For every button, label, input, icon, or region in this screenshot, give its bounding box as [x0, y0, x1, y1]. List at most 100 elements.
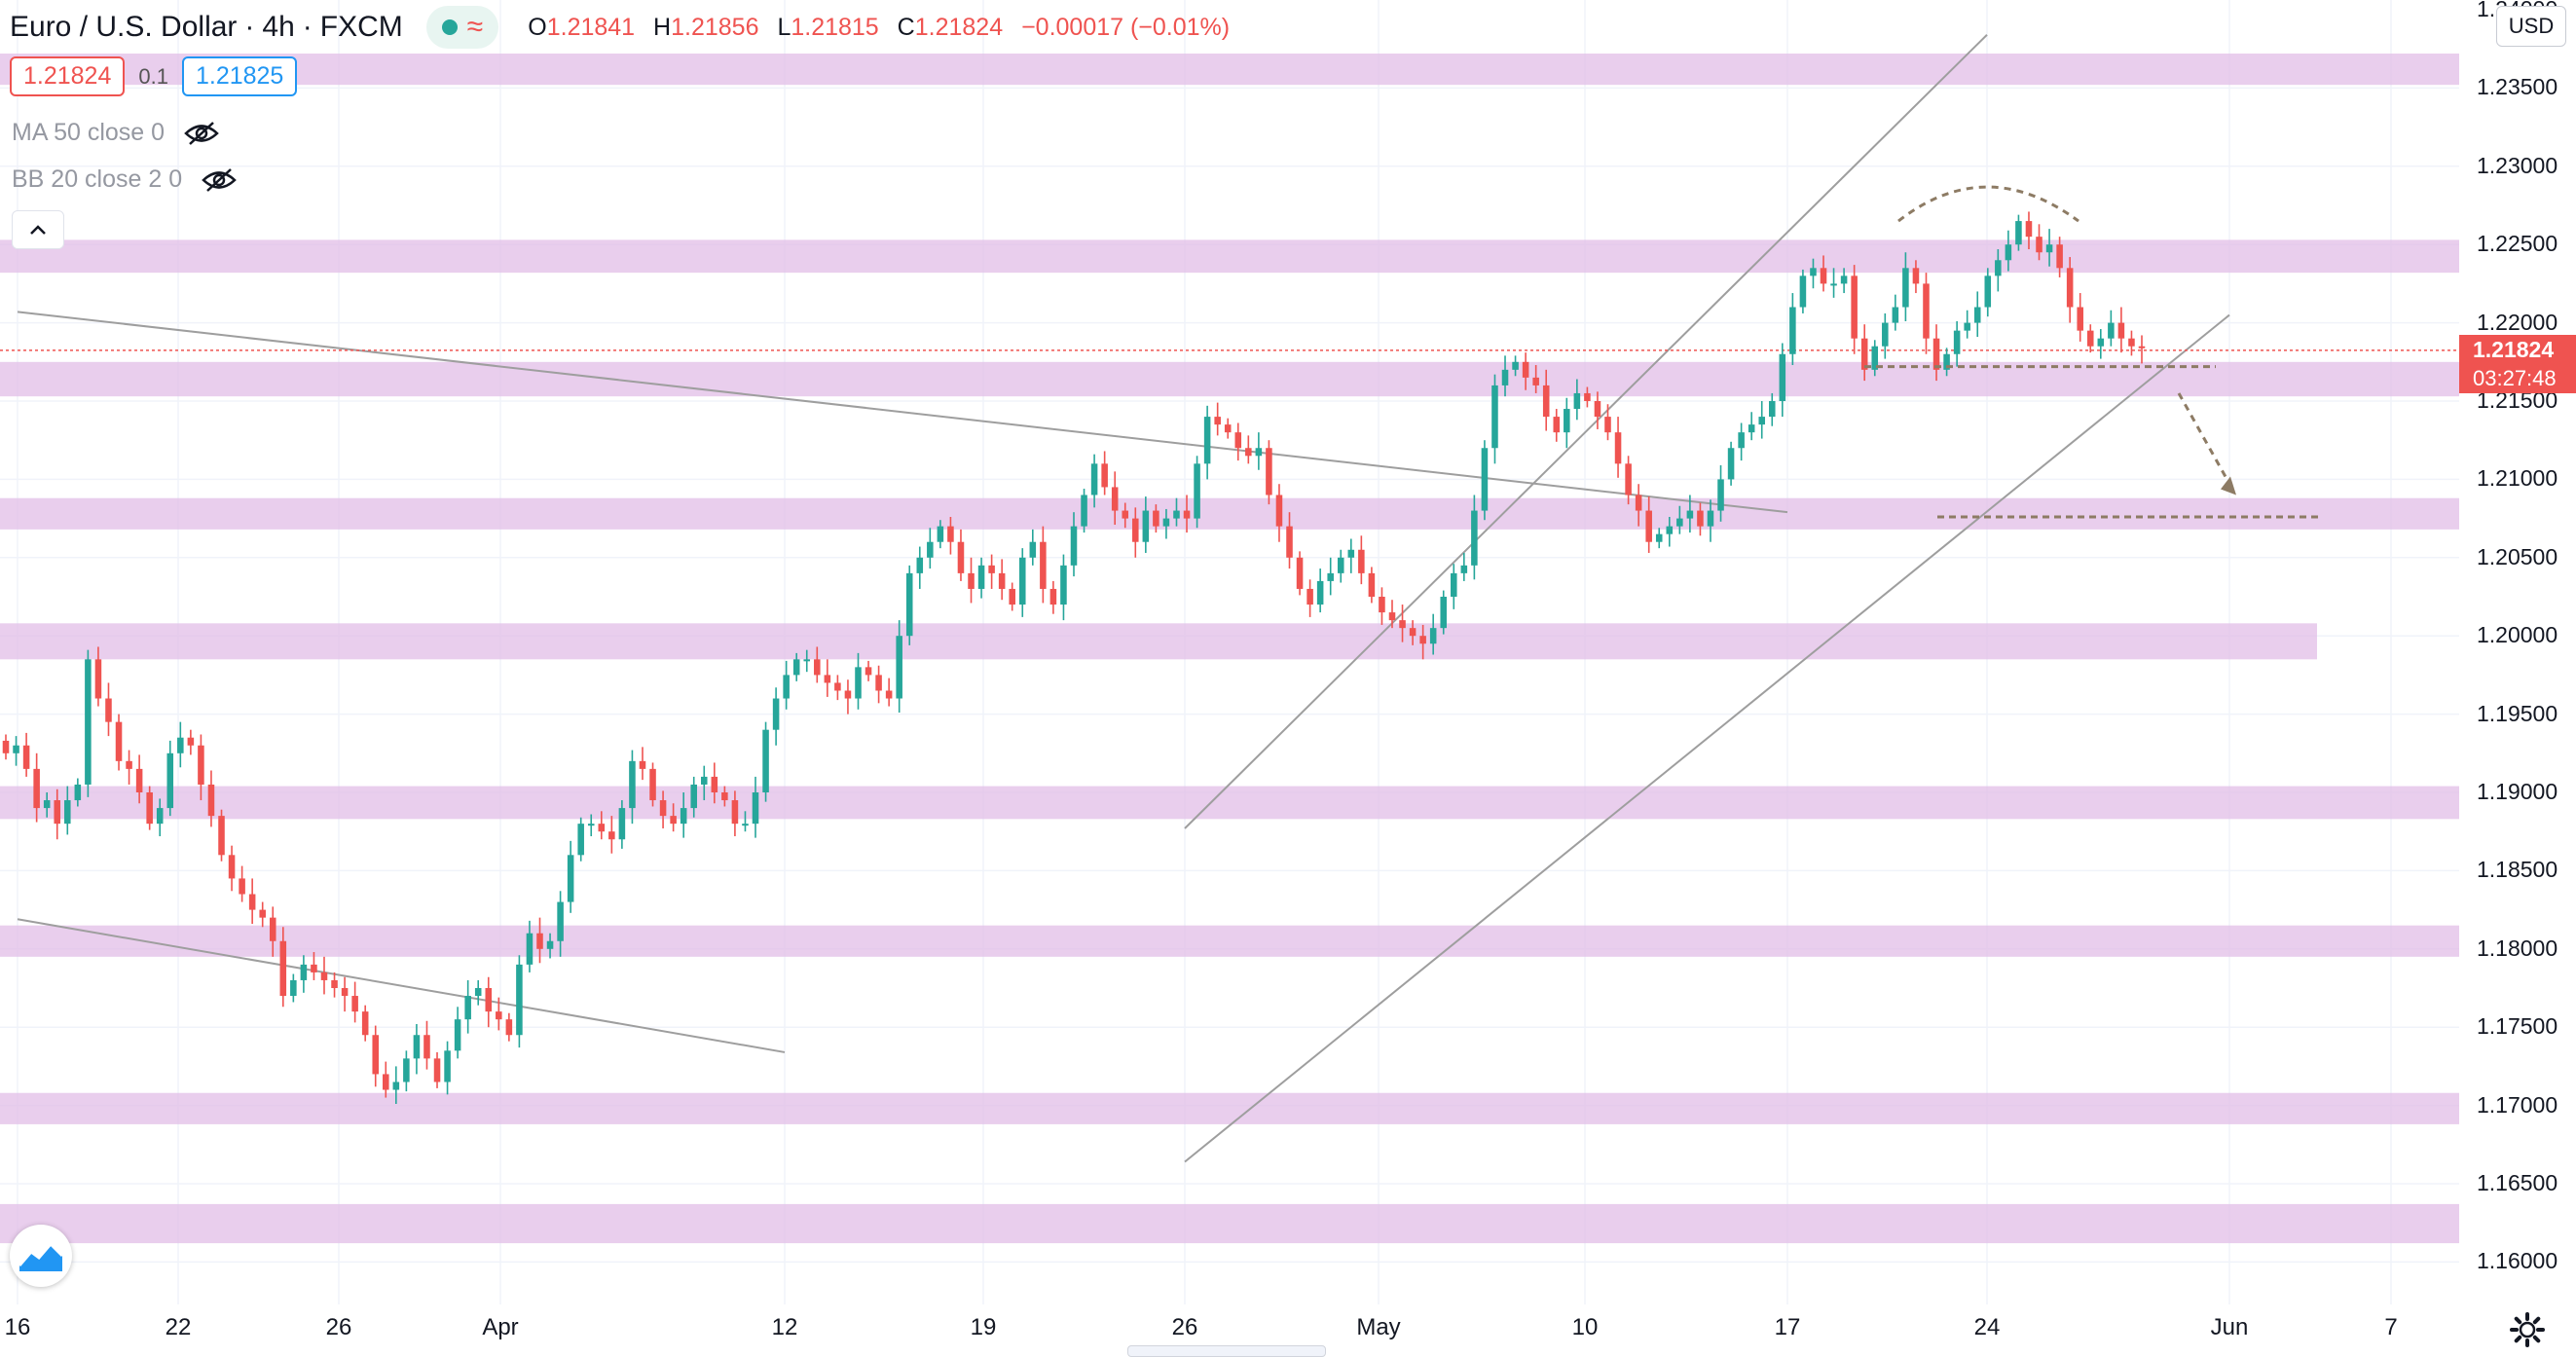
candle-body	[207, 784, 215, 817]
candle-up	[1460, 552, 1468, 581]
candle-up	[1347, 538, 1355, 573]
time-scroll-handle[interactable]	[1127, 1345, 1326, 1357]
candle-down	[947, 516, 954, 555]
candle-down	[875, 665, 882, 704]
candle-up	[772, 687, 780, 746]
candle-down	[2066, 257, 2074, 323]
candle-body	[814, 659, 821, 676]
candle-body	[1758, 417, 1765, 425]
candle-down	[496, 997, 502, 1031]
currency-badge[interactable]: USD	[2496, 6, 2566, 47]
candle-up	[13, 736, 19, 766]
candle-down	[505, 1012, 513, 1042]
candle-body	[105, 698, 112, 722]
price-tick-label: 1.22500	[2477, 231, 2558, 257]
candle-down	[844, 679, 852, 715]
candle-down	[320, 956, 328, 995]
tradingview-logo-icon[interactable]	[10, 1225, 72, 1287]
candle-body	[1748, 424, 1755, 433]
price-tick-label: 1.19000	[2477, 779, 2558, 804]
candle-body	[1183, 510, 1191, 519]
candle-body	[177, 737, 184, 753]
candle-down	[536, 917, 543, 964]
candle-down	[721, 786, 728, 807]
down-arrow-shaft	[2177, 392, 2233, 489]
price-chart[interactable]	[0, 0, 2459, 1304]
candle-body	[320, 972, 328, 980]
candle-body	[1327, 572, 1334, 581]
candle-up	[1337, 549, 1344, 583]
candle-body	[1111, 487, 1119, 511]
candle-body	[1717, 479, 1724, 511]
candle-up	[1429, 613, 1437, 655]
market-status-pill[interactable]: ≈	[425, 6, 499, 49]
candle-body	[1203, 417, 1211, 464]
candle-down	[608, 816, 615, 854]
candle-down	[2086, 324, 2094, 353]
candle-body	[1070, 526, 1078, 566]
candle-down	[1245, 435, 1252, 464]
candle-down	[2056, 237, 2063, 277]
candle-up	[546, 933, 554, 959]
candle-down	[198, 734, 204, 801]
candle-body	[413, 1035, 421, 1059]
candle-body	[1142, 510, 1150, 542]
eye-crossed-icon[interactable]	[200, 167, 239, 193]
pattern-annotations	[1864, 185, 2319, 519]
gear-icon[interactable]	[2508, 1310, 2547, 1349]
candle-body	[711, 776, 718, 792]
candle-body	[1912, 268, 1920, 284]
candle-body	[248, 894, 256, 910]
candle-body	[977, 565, 985, 589]
symbol-name[interactable]: Euro / U.S. Dollar	[10, 11, 238, 43]
candle-body	[474, 988, 482, 997]
candle-down	[228, 845, 236, 892]
candle-up	[567, 840, 574, 913]
trendlines	[17, 34, 2230, 1163]
interval-label[interactable]: 4h	[262, 11, 295, 43]
candle-down	[1851, 265, 1858, 354]
candle-up	[762, 721, 769, 802]
buy-button[interactable]: 1.21825	[181, 56, 298, 96]
candle-body	[2108, 322, 2115, 339]
candle-body	[228, 855, 236, 879]
candle-body	[690, 784, 697, 809]
support-resistance-zone	[0, 1203, 2459, 1244]
candle-body	[1830, 283, 1837, 286]
candle-up	[64, 786, 71, 835]
candle-body	[1214, 417, 1221, 425]
indicator-bb[interactable]: BB 20 close 2 0	[12, 165, 239, 194]
candle-body	[187, 737, 195, 746]
bar-countdown: 03:27:48	[2473, 366, 2557, 390]
candle-down	[383, 1061, 389, 1098]
candle-body	[567, 855, 574, 902]
candle-body	[1275, 495, 1283, 527]
candle-up	[1451, 564, 1457, 609]
sell-button[interactable]: 1.21824	[10, 56, 126, 96]
legend-separator: ·	[302, 11, 313, 43]
collapse-legend-button[interactable]	[12, 210, 64, 249]
candle-body	[1871, 346, 1879, 370]
candle-down	[423, 1020, 430, 1070]
candle-down	[1409, 620, 1417, 645]
eye-crossed-icon[interactable]	[182, 121, 221, 146]
candle-body	[2066, 268, 2074, 308]
candle-body	[1296, 557, 1304, 589]
candle-body	[383, 1074, 389, 1090]
candle-body	[1594, 401, 1601, 418]
candle-up	[690, 776, 697, 818]
candle-down	[1912, 260, 1920, 294]
candle-body	[54, 800, 61, 825]
candle-up	[1655, 528, 1663, 549]
price-axis[interactable]: 1.240001.235001.230001.225001.220001.215…	[2459, 0, 2576, 1304]
candle-body	[1686, 510, 1694, 519]
candle-down	[33, 752, 40, 823]
candle-down	[115, 714, 123, 771]
candle-down	[834, 675, 841, 701]
candle-body	[865, 667, 872, 676]
candle-body	[126, 760, 132, 769]
indicator-ma[interactable]: MA 50 close 0	[12, 119, 221, 147]
close-label: C	[897, 13, 915, 41]
candle-body	[444, 1050, 451, 1082]
last-price-label: 1.21824 03:27:48	[2459, 335, 2576, 393]
